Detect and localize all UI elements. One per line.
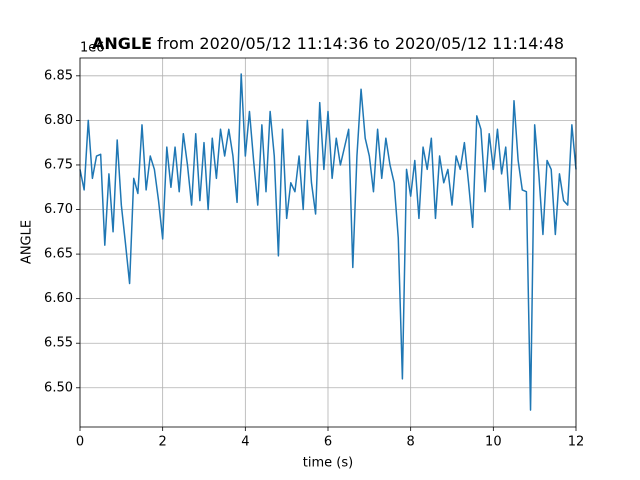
y-tick-label: 6.75 xyxy=(44,157,73,172)
title-bold: ANGLE xyxy=(92,34,152,53)
axes-frame xyxy=(79,57,577,428)
x-tick-label: 12 xyxy=(568,435,585,450)
y-tick-label: 6.60 xyxy=(44,291,73,306)
y-tick-label: 6.65 xyxy=(44,247,73,262)
y-offset: 1e6 xyxy=(80,41,105,56)
x-axis-label: time (s) xyxy=(303,456,353,471)
data-line xyxy=(79,73,577,411)
x-tick-label: 4 xyxy=(241,435,249,450)
y-tick-label: 6.85 xyxy=(44,68,73,83)
x-tick-label: 6 xyxy=(324,435,332,450)
chart-title: ANGLE from 2020/05/12 11:14:36 to 2020/0… xyxy=(92,34,564,53)
x-tick-label: 8 xyxy=(407,435,415,450)
y-tick-label: 6.70 xyxy=(44,202,73,217)
y-tick-label: 6.80 xyxy=(44,113,73,128)
x-tick-label: 0 xyxy=(76,435,84,450)
y-axis-label: ANGLE xyxy=(20,220,35,264)
x-tick-label: 2 xyxy=(159,435,167,450)
y-tick-label: 6.50 xyxy=(44,380,73,395)
x-tick-label: 10 xyxy=(485,435,502,450)
title-rest: from 2020/05/12 11:14:36 to 2020/05/12 1… xyxy=(157,34,564,53)
y-tick-label: 6.55 xyxy=(44,336,73,351)
